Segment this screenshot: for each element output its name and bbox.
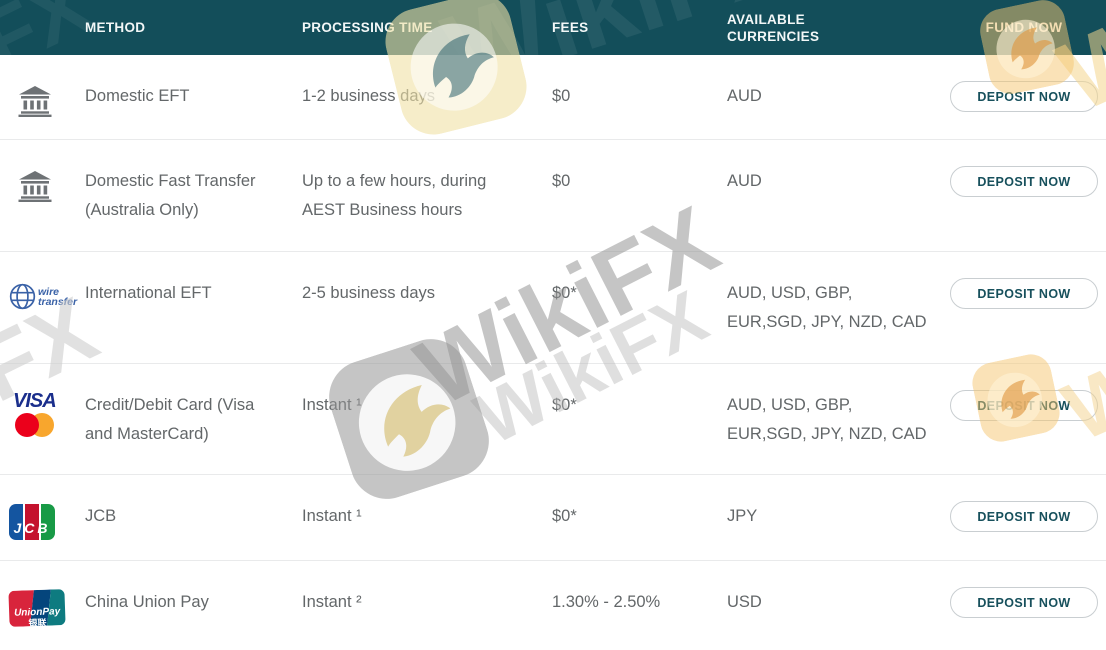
jcb-icon: JCB [9, 504, 85, 540]
method-cell: China Union Pay [85, 593, 209, 611]
table-row: wire transfer VISA JCB [0, 140, 1106, 252]
method-icon-cell: wire transfer VISA JCB [0, 502, 85, 540]
bank-icon [9, 167, 85, 212]
unionpay-icon: UnionPay 银联 [8, 589, 85, 627]
table-row: wire transfer VISA JCB [0, 475, 1106, 561]
currencies-cell: AUD [727, 87, 762, 105]
method-cell: Credit/Debit Card (Visa and MasterCard) [85, 396, 255, 443]
method-cell: Domestic Fast Transfer (Australia Only) [85, 172, 256, 219]
table-row: wire transfer VISA JCB [0, 55, 1106, 140]
currencies-cell: USD [727, 593, 762, 611]
fees-cell: $0 [552, 172, 571, 190]
fees-cell: $0* [552, 507, 577, 525]
header-available-currencies: AVAILABLE CURRENCIES [727, 11, 820, 44]
processing-time-cell: Instant ² [302, 593, 362, 611]
method-icon-cell: wire transfer VISA JCB [0, 82, 85, 127]
method-icon-cell: wire transfer VISA JCB [0, 391, 85, 437]
method-cell: JCB [85, 507, 117, 525]
method-icon-cell: wire transfer VISA JCB [0, 588, 85, 627]
visa-mastercard-icon: VISA [9, 391, 85, 437]
method-cell: Domestic EFT [85, 87, 190, 105]
fund-now-cell: DEPOSIT NOW [950, 501, 1106, 532]
table-row: wire transfer VISA JCB [0, 364, 1106, 475]
fees-cell: $0* [552, 284, 577, 302]
fees-cell: 1.30% - 2.50% [552, 593, 661, 611]
deposit-now-button[interactable]: DEPOSIT NOW [950, 278, 1098, 309]
method-icon-cell: wire transfer VISA JCB [0, 167, 85, 212]
fund-now-cell: DEPOSIT NOW [950, 278, 1106, 309]
fund-now-cell: DEPOSIT NOW [950, 587, 1106, 618]
fund-now-cell: DEPOSIT NOW [950, 81, 1106, 112]
deposit-now-button[interactable]: DEPOSIT NOW [950, 587, 1098, 618]
method-cell: International EFT [85, 284, 212, 302]
deposit-now-button[interactable]: DEPOSIT NOW [950, 501, 1098, 532]
deposit-now-button[interactable]: DEPOSIT NOW [950, 166, 1098, 197]
mastercard-logo [15, 413, 59, 437]
processing-time-cell: Instant ¹ [302, 396, 362, 414]
deposit-now-button[interactable]: DEPOSIT NOW [950, 390, 1098, 421]
header-processing-time: PROCESSING TIME [302, 20, 433, 35]
bank-icon [9, 82, 85, 127]
table-body: wire transfer VISA JCB [0, 55, 1106, 650]
currencies-cell: AUD [727, 172, 762, 190]
visa-logo: VISA [13, 390, 57, 412]
header-fees: FEES [552, 20, 589, 35]
currencies-cell: AUD, USD, GBP, EUR,SGD, JPY, NZD, CAD [727, 396, 927, 443]
processing-time-cell: Up to a few hours, during AEST Business … [302, 172, 487, 219]
fund-now-cell: DEPOSIT NOW [950, 166, 1106, 197]
processing-time-cell: Instant ¹ [302, 507, 362, 525]
fund-now-cell: DEPOSIT NOW [950, 390, 1106, 421]
jcb-logo: JCB [9, 504, 55, 540]
wire-transfer-icon: wire transfer [9, 283, 85, 310]
header-fund-now: FUND NOW [985, 20, 1063, 35]
header-method: METHOD [85, 20, 146, 35]
table-row: wire transfer VISA JCB [0, 561, 1106, 650]
table-row: wire transfer VISA JCB [0, 252, 1106, 364]
currencies-cell: AUD, USD, GBP, EUR,SGD, JPY, NZD, CAD [727, 284, 927, 331]
fees-cell: $0* [552, 396, 577, 414]
processing-time-cell: 1-2 business days [302, 87, 435, 105]
unionpay-logo: UnionPay 银联 [8, 589, 66, 627]
fees-cell: $0 [552, 87, 571, 105]
processing-time-cell: 2-5 business days [302, 284, 435, 302]
currencies-cell: JPY [727, 507, 758, 525]
table-header: METHOD PROCESSING TIME FEES AVAILABLE CU… [0, 0, 1106, 55]
method-icon-cell: wire transfer VISA JCB [0, 279, 85, 310]
deposit-now-button[interactable]: DEPOSIT NOW [950, 81, 1098, 112]
